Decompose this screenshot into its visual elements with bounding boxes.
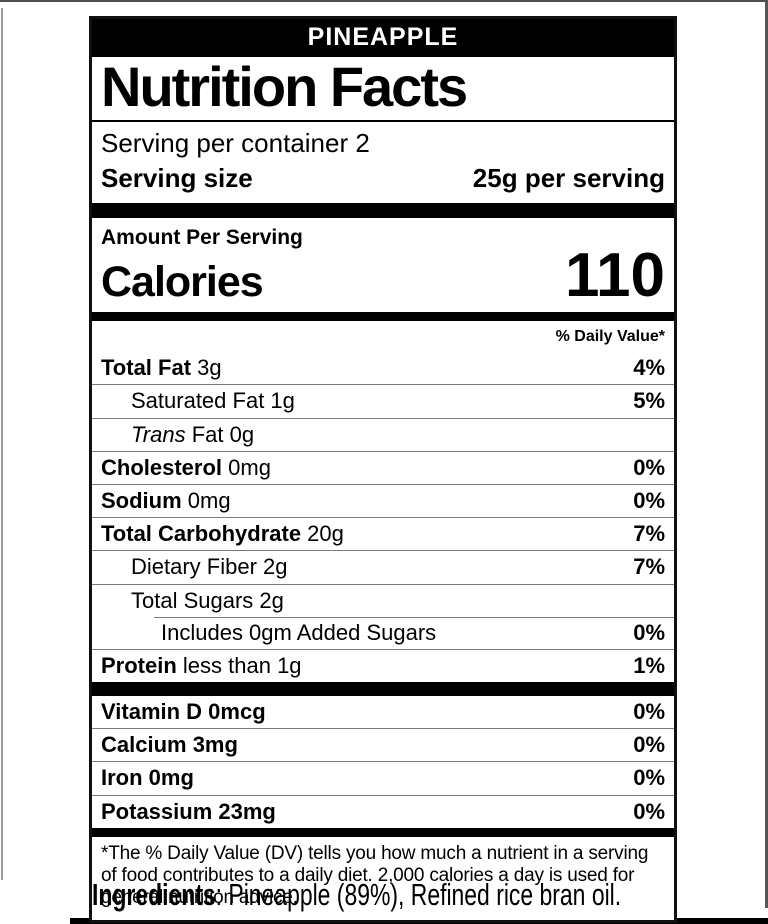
nutrient-row: Trans Fat 0g xyxy=(92,417,674,451)
divider-thick xyxy=(92,682,674,697)
nutrient-row: Total Carbohydrate 20g 7% xyxy=(92,517,674,550)
nutrient-daily-value: 5% xyxy=(633,388,665,414)
nutrient-amount: 20g xyxy=(301,521,344,547)
micronutrient-daily-value: 0% xyxy=(633,765,665,791)
divider-medium xyxy=(92,827,674,837)
divider-medium xyxy=(92,312,674,322)
nutrient-amount: less than 1g xyxy=(176,652,302,678)
micronutrient-daily-value: 0% xyxy=(633,699,665,725)
nutrient-name: Includes 0gm Added Sugars xyxy=(161,619,437,645)
nutrient-daily-value: 0% xyxy=(633,454,665,480)
amount-per-serving-label: Amount Per Serving xyxy=(101,226,303,250)
nutrient-amount: 1g xyxy=(264,388,295,414)
micronutrient-row: Vitamin D 0mcg 0% xyxy=(92,696,674,728)
serving-size-row: Serving size 25g per serving xyxy=(92,161,674,203)
nutrient-daily-value: 0% xyxy=(633,619,665,645)
nutrient-row: Dietary Fiber 2g 7% xyxy=(92,550,674,583)
page-top-border xyxy=(0,0,768,2)
nutrient-daily-value: 0% xyxy=(633,487,665,513)
nutrient-amount: 0g xyxy=(223,421,255,447)
micronutrient-row: Calcium 3mg 0% xyxy=(92,728,674,761)
nutrient-row: Sodium 0mg 0% xyxy=(92,483,674,517)
nutrient-amount: 3g xyxy=(191,355,222,381)
micronutrient-name: Iron 0mg xyxy=(101,765,194,791)
daily-value-header: % Daily Value* xyxy=(555,328,665,346)
serving-size-value: 25g per serving xyxy=(472,163,665,194)
nutrient-name: Total Carbohydrate 20g xyxy=(101,521,344,547)
nutrient-daily-value: 7% xyxy=(633,521,665,547)
daily-value-footnote: *The % Daily Value (DV) tells you how mu… xyxy=(101,842,649,909)
nutrient-daily-value: 1% xyxy=(633,652,665,678)
nutrition-facts-title: Nutrition Facts xyxy=(92,57,674,123)
micronutrient-daily-value: 0% xyxy=(633,732,665,758)
nutrient-rows: Total Fat 3g 4% Saturated Fat 1g 5% Trans Fa… xyxy=(92,352,674,682)
nutrient-amount: 0mg xyxy=(181,487,231,513)
nutrition-facts-label: PINEAPPLE Nutrition Facts Serving per co… xyxy=(89,16,677,923)
calories-label: Calories xyxy=(101,258,264,307)
nutrient-amount: 0mg xyxy=(222,454,271,480)
product-name: PINEAPPLE xyxy=(307,23,459,51)
nutrient-amount: 2g xyxy=(256,554,288,580)
calories-row: Calories 110 xyxy=(92,241,674,312)
nutrient-row: Cholesterol 0mg 0% xyxy=(92,450,674,484)
micronutrient-name: Calcium 3mg xyxy=(101,732,238,758)
servings-per-container: Serving per container 2 xyxy=(101,128,370,159)
nutrient-name: Cholesterol 0mg xyxy=(101,454,271,480)
micronutrient-row: Potassium 23mg 0% xyxy=(92,794,674,828)
nutrient-daily-value: 7% xyxy=(633,554,665,580)
page-right-border xyxy=(765,0,768,908)
nutrient-row: Total Sugars 2g xyxy=(92,583,674,617)
serving-size-label: Serving size xyxy=(101,163,253,194)
divider-thick xyxy=(92,203,674,219)
product-name-bar: PINEAPPLE xyxy=(92,19,674,57)
nutrient-name: Saturated Fat 1g xyxy=(131,388,295,414)
nutrient-row: Protein less than 1g 1% xyxy=(92,648,674,682)
micronutrient-name: Potassium 23mg xyxy=(101,798,276,824)
micronutrient-row: Iron 0mg 0% xyxy=(92,761,674,794)
ingredients-label: Ingredients xyxy=(92,877,216,912)
nutrient-row: Total Fat 3g 4% xyxy=(92,352,674,384)
nutrient-name: Total Sugars 2g xyxy=(131,587,284,613)
micronutrient-daily-value: 0% xyxy=(633,798,665,824)
page-left-border xyxy=(1,8,3,880)
nutrient-name: Protein less than 1g xyxy=(101,652,302,678)
nutrient-row: Saturated Fat 1g 5% xyxy=(92,384,674,417)
micronutrient-rows: Vitamin D 0mcg 0% Calcium 3mg 0% Iron 0mg 0% P… xyxy=(92,696,674,828)
calories-value: 110 xyxy=(564,241,665,311)
ingredients-line: Ingredients: Pineapple (89%), Refined ri… xyxy=(92,877,768,913)
nutrient-name: Trans Fat 0g xyxy=(131,421,255,447)
nutrient-row: Includes 0gm Added Sugars 0% xyxy=(92,616,674,649)
nutrient-daily-value: 4% xyxy=(633,355,665,381)
nutrient-name: Total Fat 3g xyxy=(101,355,222,381)
nutrient-amount: 2g xyxy=(253,587,284,613)
ingredients-list: : Pineapple (89%), Refined rice bran oil… xyxy=(215,877,622,912)
nutrient-name: Sodium 0mg xyxy=(101,487,231,513)
nutrient-name: Dietary Fiber 2g xyxy=(131,554,288,580)
micronutrient-name: Vitamin D 0mcg xyxy=(101,699,266,725)
ingredients-text: Ingredients: Pineapple (89%), Refined ri… xyxy=(92,877,621,913)
